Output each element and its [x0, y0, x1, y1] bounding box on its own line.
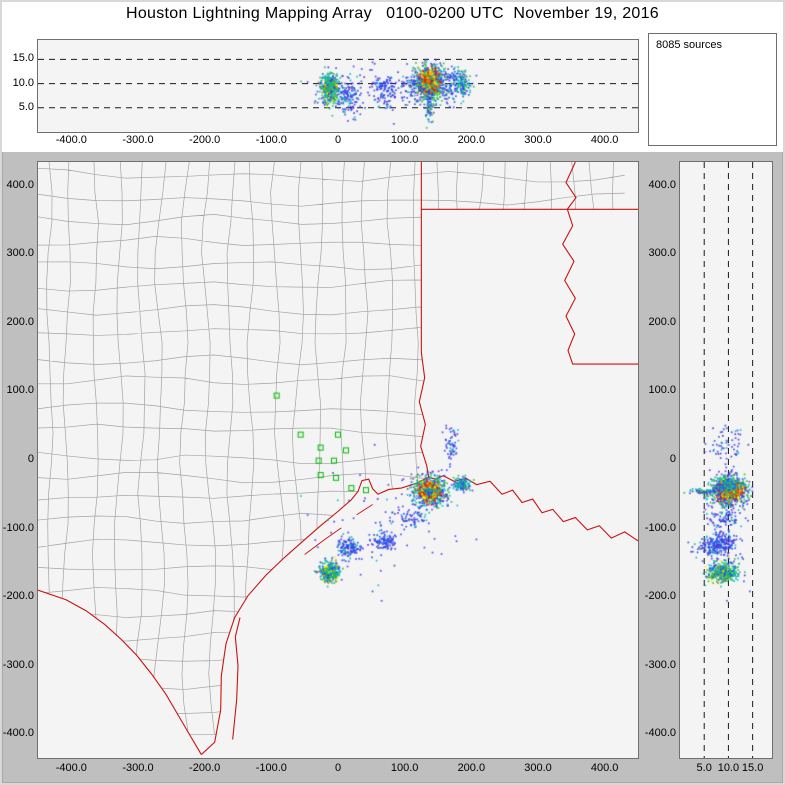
ew-tick-label-top: 200.0 — [457, 134, 486, 146]
ns-tick-label-main: -400.0 — [2, 727, 34, 740]
alt-tick-label-left: 15.0 — [12, 52, 34, 65]
altitude-ew-panel — [37, 39, 639, 133]
ew-tick-label-bottom: 100.0 — [390, 762, 419, 774]
altitude-ns-scatter-canvas — [680, 162, 772, 758]
alt-tick-label-left: 10.0 — [12, 76, 34, 89]
altitude-ew-scatter-canvas — [38, 40, 638, 132]
altitude-ns-panel — [679, 161, 773, 759]
ns-tick-label-right: -300.0 — [644, 658, 676, 671]
ew-tick-label-bottom: -200.0 — [189, 762, 221, 774]
plan-view-panel — [37, 161, 639, 759]
ns-tick-label-right: 400.0 — [648, 178, 676, 191]
ns-tick-label-right: 200.0 — [648, 315, 676, 328]
ns-tick-label-right: 300.0 — [648, 247, 676, 260]
ew-tick-label-bottom: -100.0 — [255, 762, 287, 774]
ns-tick-label-main: -300.0 — [2, 658, 34, 671]
ew-tick-label-bottom: 400.0 — [590, 762, 619, 774]
ew-tick-label-top: -300.0 — [122, 134, 154, 146]
ns-tick-label-main: 0 — [27, 453, 34, 465]
alt-tick-label-bottom: 15.0 — [741, 762, 764, 774]
ns-tick-label-main: -200.0 — [2, 590, 34, 602]
ew-tick-label-bottom: -400.0 — [55, 762, 87, 774]
plan-view-scatter-canvas — [38, 162, 638, 758]
sources-count-box: 8085 sources — [648, 33, 777, 146]
ns-tick-label-right: -200.0 — [644, 590, 676, 602]
sources-count-label: 8085 sources — [656, 39, 723, 51]
ns-tick-label-right: -100.0 — [644, 521, 676, 534]
alt-tick-label-left: 5.0 — [18, 100, 34, 113]
ew-tick-label-bottom: 300.0 — [524, 762, 552, 774]
ew-tick-label-top: -400.0 — [55, 134, 87, 146]
ew-tick-label-top: 300.0 — [524, 134, 552, 146]
ew-tick-label-top: -100.0 — [255, 134, 287, 146]
page-title: Houston Lightning Mapping Array 0100-020… — [126, 5, 659, 22]
ew-tick-label-bottom: -300.0 — [122, 762, 154, 774]
alt-tick-label-bottom: 5.0 — [696, 762, 712, 774]
ns-tick-label-right: -400.0 — [644, 727, 676, 740]
ns-tick-label-main: 400.0 — [6, 178, 34, 191]
ns-tick-label-main: -100.0 — [2, 521, 34, 534]
ns-tick-label-right: 100.0 — [648, 384, 676, 397]
ew-tick-label-bottom: 200.0 — [457, 762, 486, 774]
ns-tick-label-main: 200.0 — [6, 315, 34, 328]
ns-tick-label-right: 0 — [669, 453, 676, 465]
ns-tick-label-main: 100.0 — [6, 384, 34, 397]
alt-tick-label-bottom: 10.0 — [717, 762, 740, 774]
ew-tick-label-top: -200.0 — [189, 134, 221, 146]
ew-tick-label-top: 0 — [334, 134, 342, 146]
ew-tick-label-top: 400.0 — [590, 134, 619, 146]
ns-tick-label-main: 300.0 — [6, 247, 34, 260]
ew-tick-label-top: 100.0 — [390, 134, 419, 146]
ew-tick-label-bottom: 0 — [334, 762, 342, 774]
